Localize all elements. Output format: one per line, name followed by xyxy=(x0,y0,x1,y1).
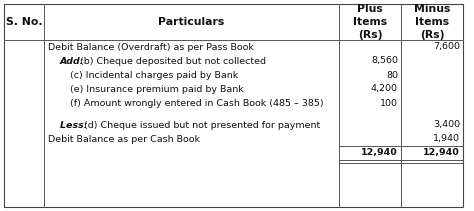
Text: 12,940: 12,940 xyxy=(423,149,460,157)
Text: 80: 80 xyxy=(386,70,398,80)
Text: Less:: Less: xyxy=(60,120,91,130)
Text: Add:: Add: xyxy=(60,57,88,65)
Text: Particulars: Particulars xyxy=(158,17,225,27)
Text: Debit Balance (Overdraft) as per Pass Book: Debit Balance (Overdraft) as per Pass Bo… xyxy=(48,42,254,51)
Text: (e) Insurance premium paid by Bank: (e) Insurance premium paid by Bank xyxy=(70,84,244,93)
Text: (c) Incidental charges paid by Bank: (c) Incidental charges paid by Bank xyxy=(70,70,238,80)
Text: (b) Cheque deposited but not collected: (b) Cheque deposited but not collected xyxy=(80,57,266,65)
Text: 3,400: 3,400 xyxy=(433,120,460,130)
Text: 7,600: 7,600 xyxy=(433,42,460,51)
Text: 12,940: 12,940 xyxy=(361,149,398,157)
Text: 8,560: 8,560 xyxy=(371,57,398,65)
Text: (d) Cheque issued but not presented for payment: (d) Cheque issued but not presented for … xyxy=(84,120,320,130)
Text: S. No.: S. No. xyxy=(6,17,42,27)
Text: Minus
Items
(Rs): Minus Items (Rs) xyxy=(414,4,450,40)
Text: 1,940: 1,940 xyxy=(433,134,460,143)
Text: Debit Balance as per Cash Book: Debit Balance as per Cash Book xyxy=(48,134,200,143)
Text: 4,200: 4,200 xyxy=(371,84,398,93)
Text: 100: 100 xyxy=(380,99,398,107)
Text: (f) Amount wrongly entered in Cash Book (485 – 385): (f) Amount wrongly entered in Cash Book … xyxy=(70,99,324,107)
Text: Plus
Items
(Rs): Plus Items (Rs) xyxy=(353,4,387,40)
